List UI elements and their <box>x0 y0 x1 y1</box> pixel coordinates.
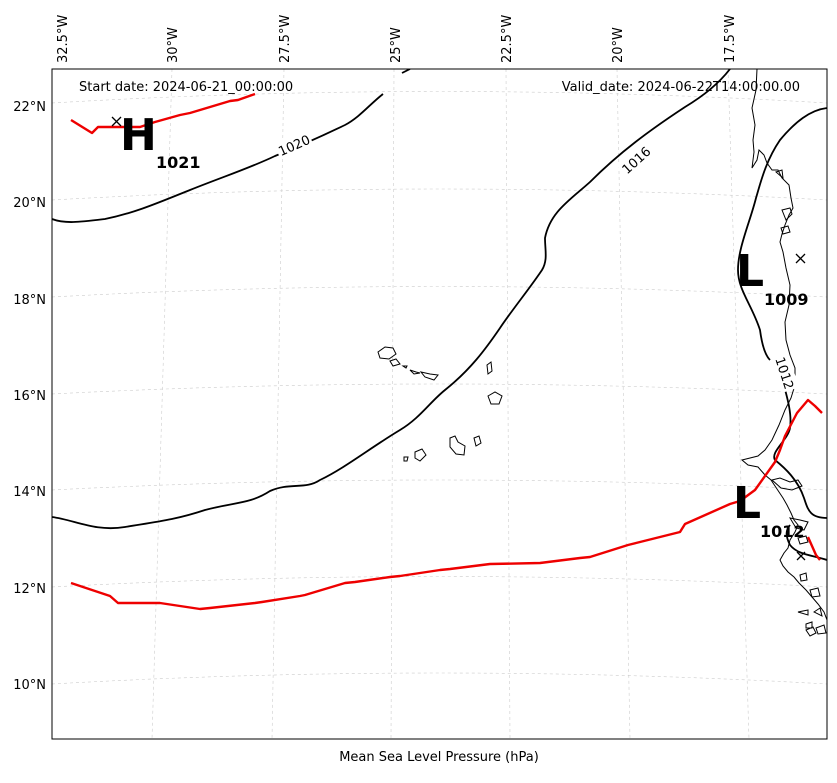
low-center-marker-south <box>796 551 806 561</box>
lon-label-17-5w: 17.5°W <box>723 15 738 63</box>
lon-label-32-5w: 32.5°W <box>56 15 71 63</box>
lon-label-27-5w: 27.5°W <box>278 15 293 63</box>
island-sal <box>486 361 493 375</box>
gridline-lat-22n <box>52 91 827 104</box>
island-santo-antao <box>377 346 397 360</box>
island-maio <box>473 435 482 447</box>
lon-label-20w: 20°W <box>611 27 626 63</box>
coastline-inlet-1 <box>781 207 793 221</box>
lat-label-18n: 18°N <box>13 293 46 308</box>
island-brava <box>403 456 409 462</box>
track-north <box>70 92 256 135</box>
lat-label-16n: 16°N <box>13 389 46 404</box>
island-sao-vicente <box>389 358 401 367</box>
gridline-lat-10n <box>52 672 827 685</box>
track-main <box>70 398 823 611</box>
island-boa-vista <box>487 391 503 405</box>
high-pressure-symbol: H <box>120 110 157 161</box>
lat-label-20n: 20°N <box>13 196 46 211</box>
pressure-centers: H 1021 L 1009 L 1012 <box>120 110 809 541</box>
isobar-1012-lobe <box>785 524 827 561</box>
lat-label-12n: 12°N <box>13 582 46 597</box>
coastline-island-b <box>809 587 821 598</box>
island-sao-nicolau-east <box>419 371 439 381</box>
coastline-island-f <box>805 626 817 637</box>
valid-date-label: Valid_date: 2024-06-22T14:00:00.00 <box>562 80 800 95</box>
start-date-label: Start date: 2024-06-21_00:00:00 <box>79 80 293 95</box>
cape-verde-islands <box>377 346 503 462</box>
lat-label-14n: 14°N <box>13 485 46 500</box>
island-santa-luzia <box>401 365 408 369</box>
center-markers <box>111 116 806 561</box>
low-pressure-symbol-south: L <box>733 478 761 529</box>
isobar-1012-north <box>737 107 827 361</box>
isobar-1020 <box>52 93 384 223</box>
track-east <box>806 536 821 561</box>
coastline-guinea-bissau <box>788 517 809 531</box>
coastline-island-a <box>799 572 808 582</box>
island-fogo <box>414 448 427 462</box>
isobars <box>52 69 827 561</box>
gridline-lat-18n <box>52 286 827 298</box>
high-center-marker <box>111 116 122 127</box>
gridline-lon-30w <box>151 69 173 739</box>
gridline-lat-14n <box>52 479 827 491</box>
lon-label-25w: 25°W <box>389 27 404 63</box>
island-sao-nicolau <box>409 369 421 375</box>
graticule <box>52 69 827 739</box>
coastline-island-g <box>815 624 827 635</box>
low-pressure-symbol-north: L <box>736 246 764 297</box>
lat-label-10n: 10°N <box>13 678 46 693</box>
gridline-lat-20n <box>52 188 827 201</box>
gridline-lon-22-5w <box>505 69 511 739</box>
map-area <box>52 69 827 739</box>
coastline-gambia <box>770 477 803 491</box>
gridline-lon-25w <box>390 69 395 739</box>
lon-label-30w: 30°W <box>166 27 181 63</box>
latitude-labels: 22°N 20°N 18°N 16°N 14°N 12°N 10°N <box>13 100 46 693</box>
isobar-1016 <box>52 69 731 530</box>
gridline-lon-27-5w <box>271 69 285 739</box>
lon-label-22-5w: 22.5°W <box>500 15 515 63</box>
longitude-labels: 32.5°W 30°W 27.5°W 25°W 22.5°W 20°W 17.5… <box>56 15 738 63</box>
coastline-bissagos <box>797 535 809 545</box>
low-center-marker-north <box>795 253 806 264</box>
coastline-island-c <box>797 609 809 616</box>
gridline-lat-16n <box>52 383 827 395</box>
isobar-1020-top <box>401 69 411 74</box>
coastline-inlet-3 <box>775 169 784 180</box>
map-frame <box>51 68 828 740</box>
coastline-island-d <box>813 607 823 617</box>
island-santiago <box>449 435 466 456</box>
gridline-lon-17-5w <box>727 69 750 739</box>
gridline-lon-20w <box>616 69 631 739</box>
coastline-inlet-2 <box>780 225 791 235</box>
lat-label-22n: 22°N <box>13 100 46 115</box>
storm-tracks <box>70 92 823 611</box>
high-pressure-value: 1021 <box>156 153 201 172</box>
map-caption: Mean Sea Level Pressure (hPa) <box>339 750 539 765</box>
gridline-lat-12n <box>52 576 827 588</box>
low-pressure-value-north: 1009 <box>764 290 809 309</box>
low-pressure-value-south: 1012 <box>760 522 805 541</box>
coastline-island-e <box>805 621 813 629</box>
